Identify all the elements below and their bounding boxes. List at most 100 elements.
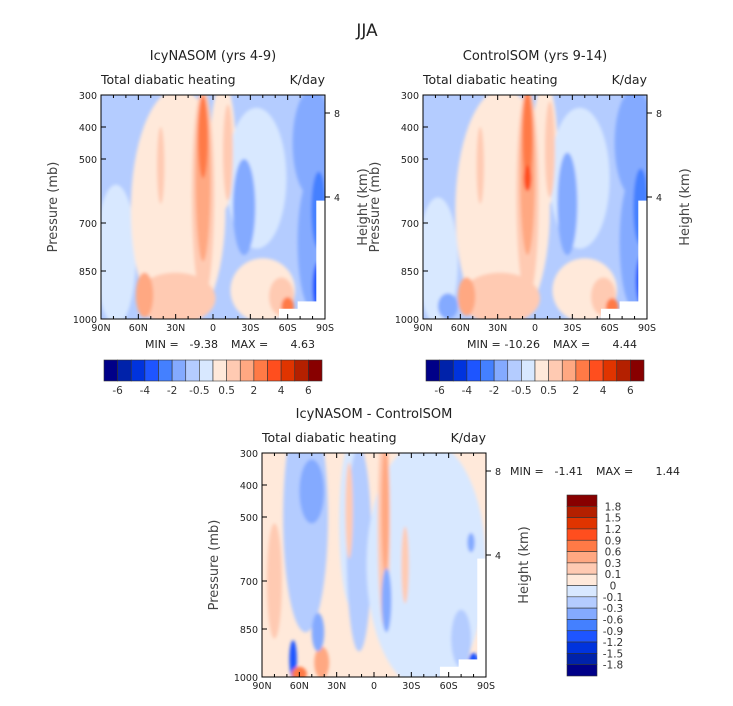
colorbar-label: 1.2: [605, 524, 622, 536]
contour-region: [299, 459, 325, 524]
colorbar: -6 -4 -2 -0.5 0.5 2 4 6: [103, 359, 323, 397]
contour-region: [232, 159, 256, 255]
y-tick-label: 1000: [234, 673, 258, 684]
colorbar-label: -2: [489, 385, 499, 397]
height-tick-label: 4: [656, 193, 662, 204]
colorbar-box: [452, 359, 468, 382]
colorbar-label: -2: [167, 385, 177, 397]
contour-region: [266, 523, 282, 639]
colorbar-box: [566, 596, 598, 609]
colorbar-label: 0.6: [605, 547, 622, 559]
colorbar-label: 2: [573, 385, 580, 397]
contour-region: [460, 272, 540, 319]
height-tick-label: 8: [334, 109, 340, 120]
colorbar-label: -1.2: [603, 637, 624, 649]
y-tick-label: 500: [79, 155, 97, 166]
colorbar-label: 4: [600, 385, 607, 397]
max-label: MAX =: [596, 465, 633, 478]
x-tick-label: 90S: [638, 323, 656, 334]
variable-label: Total diabatic heating: [261, 430, 397, 445]
panel-2: 90N 60N 30N 0 30S 60S 90S 300 400 500 700 850 1000 8 4…: [368, 49, 693, 397]
max-label: MAX =: [231, 338, 268, 351]
colorbar-box: [158, 359, 173, 382]
x-tick-label: 60N: [129, 323, 148, 334]
y-tick-label: 1000: [395, 315, 419, 326]
x-tick-label: 30N: [488, 323, 507, 334]
contour-field: [262, 453, 486, 677]
contour-region: [198, 95, 209, 179]
contour-region: [437, 293, 458, 319]
colorbar-label: 0.5: [540, 385, 557, 397]
y-axis-label: Pressure (mb): [46, 162, 61, 253]
height-tick-label: 4: [334, 193, 340, 204]
colorbar-box: [480, 359, 495, 382]
colorbar-label: 2: [251, 385, 258, 397]
contour-region: [467, 533, 475, 553]
x-tick-label: 0: [532, 323, 538, 334]
colorbar-label: 0.1: [605, 569, 622, 581]
max-label: MAX =: [553, 338, 590, 351]
colorbar-box: [534, 359, 549, 382]
contour-region: [157, 126, 165, 204]
x-tick-label: 90N: [252, 681, 271, 692]
colorbar-label: 0.5: [218, 385, 235, 397]
min-value: -1.41: [555, 465, 583, 478]
y-tick-label: 500: [401, 155, 419, 166]
x-tick-label: 30N: [166, 323, 185, 334]
colorbar-label: 4: [278, 385, 285, 397]
x-tick-label: 30S: [402, 681, 420, 692]
colorbar-label: 1.8: [605, 501, 622, 513]
colorbar-box: [566, 562, 598, 575]
colorbar-box: [566, 585, 598, 598]
colorbar-label: -6: [434, 385, 445, 397]
colorbar-box: [566, 664, 598, 677]
contour-region: [523, 165, 532, 191]
colorbar-box: [144, 359, 159, 382]
colorbar-box: [199, 359, 214, 382]
x-tick-label: 90S: [316, 323, 334, 334]
y-tick-label: 300: [240, 449, 258, 460]
units-label: K/day: [612, 72, 648, 87]
contour-region: [401, 526, 409, 604]
contour-region: [381, 568, 392, 633]
colorbar-box: [294, 359, 309, 382]
colorbar-label: -4: [462, 385, 473, 397]
right-axis-label: Height (km): [678, 168, 693, 245]
colorbar-label: 1.5: [605, 513, 622, 525]
y-tick-label: 500: [240, 513, 258, 524]
contour-region: [135, 272, 216, 319]
colorbar-box: [308, 359, 323, 382]
colorbar-box: [566, 506, 598, 518]
y-axis-label: Pressure (mb): [207, 520, 222, 611]
max-value: 1.44: [656, 465, 681, 478]
colorbar-box: [103, 359, 118, 382]
contour-region: [381, 453, 389, 575]
y-tick-label: 850: [79, 267, 97, 278]
y-axis-label: Pressure (mb): [368, 162, 383, 253]
colorbar-label: 6: [305, 385, 312, 397]
colorbar-box: [425, 359, 440, 382]
missing-data-mask: [477, 558, 486, 677]
max-value: 4.63: [291, 338, 316, 351]
contour-field: [423, 95, 647, 319]
contour-region: [101, 184, 136, 319]
colorbar-box: [130, 359, 146, 382]
contour-region: [292, 95, 325, 198]
colorbar-box: [117, 359, 132, 382]
colorbar-box: [566, 653, 598, 665]
colorbar-box: [226, 359, 241, 382]
contour-region: [522, 95, 533, 182]
x-tick-label: 60N: [290, 681, 309, 692]
height-tick-label: 8: [656, 109, 662, 120]
colorbar-box: [566, 517, 598, 530]
colorbar-box: [267, 359, 282, 382]
colorbar-box: [239, 359, 255, 382]
min-value: -10.26: [505, 338, 540, 351]
contour-region: [314, 646, 330, 677]
x-tick-label: 90S: [477, 681, 495, 692]
colorbar-label: -1.5: [603, 648, 624, 660]
colorbar-box: [630, 359, 645, 382]
right-axis-label: Height (km): [356, 168, 371, 245]
colorbar-box: [616, 359, 631, 382]
